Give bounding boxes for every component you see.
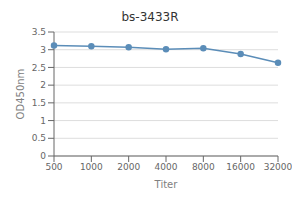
html-text:bs-3433R: bs-3433R xyxy=(121,10,179,24)
svg-text:1: 1 xyxy=(40,116,46,126)
svg-text:8000: 8000 xyxy=(192,162,215,172)
svg-text:1000: 1000 xyxy=(80,162,103,172)
svg-text:1.5: 1.5 xyxy=(32,98,46,108)
svg-text:3.5: 3.5 xyxy=(32,27,46,37)
svg-text:OD450nm: OD450nm xyxy=(15,69,26,120)
svg-text:2.5: 2.5 xyxy=(32,63,46,73)
svg-text:32000: 32000 xyxy=(264,162,292,172)
svg-text:4000: 4000 xyxy=(155,162,178,172)
svg-text:3: 3 xyxy=(40,45,46,55)
svg-text:16000: 16000 xyxy=(226,162,255,172)
svg-text:2: 2 xyxy=(40,80,46,90)
svg-text:2000: 2000 xyxy=(117,162,140,172)
svg-text:0.5: 0.5 xyxy=(32,133,46,143)
svg-text:0: 0 xyxy=(40,151,46,161)
svg-text:500: 500 xyxy=(45,162,62,172)
svg-text:Titer: Titer xyxy=(154,179,179,190)
